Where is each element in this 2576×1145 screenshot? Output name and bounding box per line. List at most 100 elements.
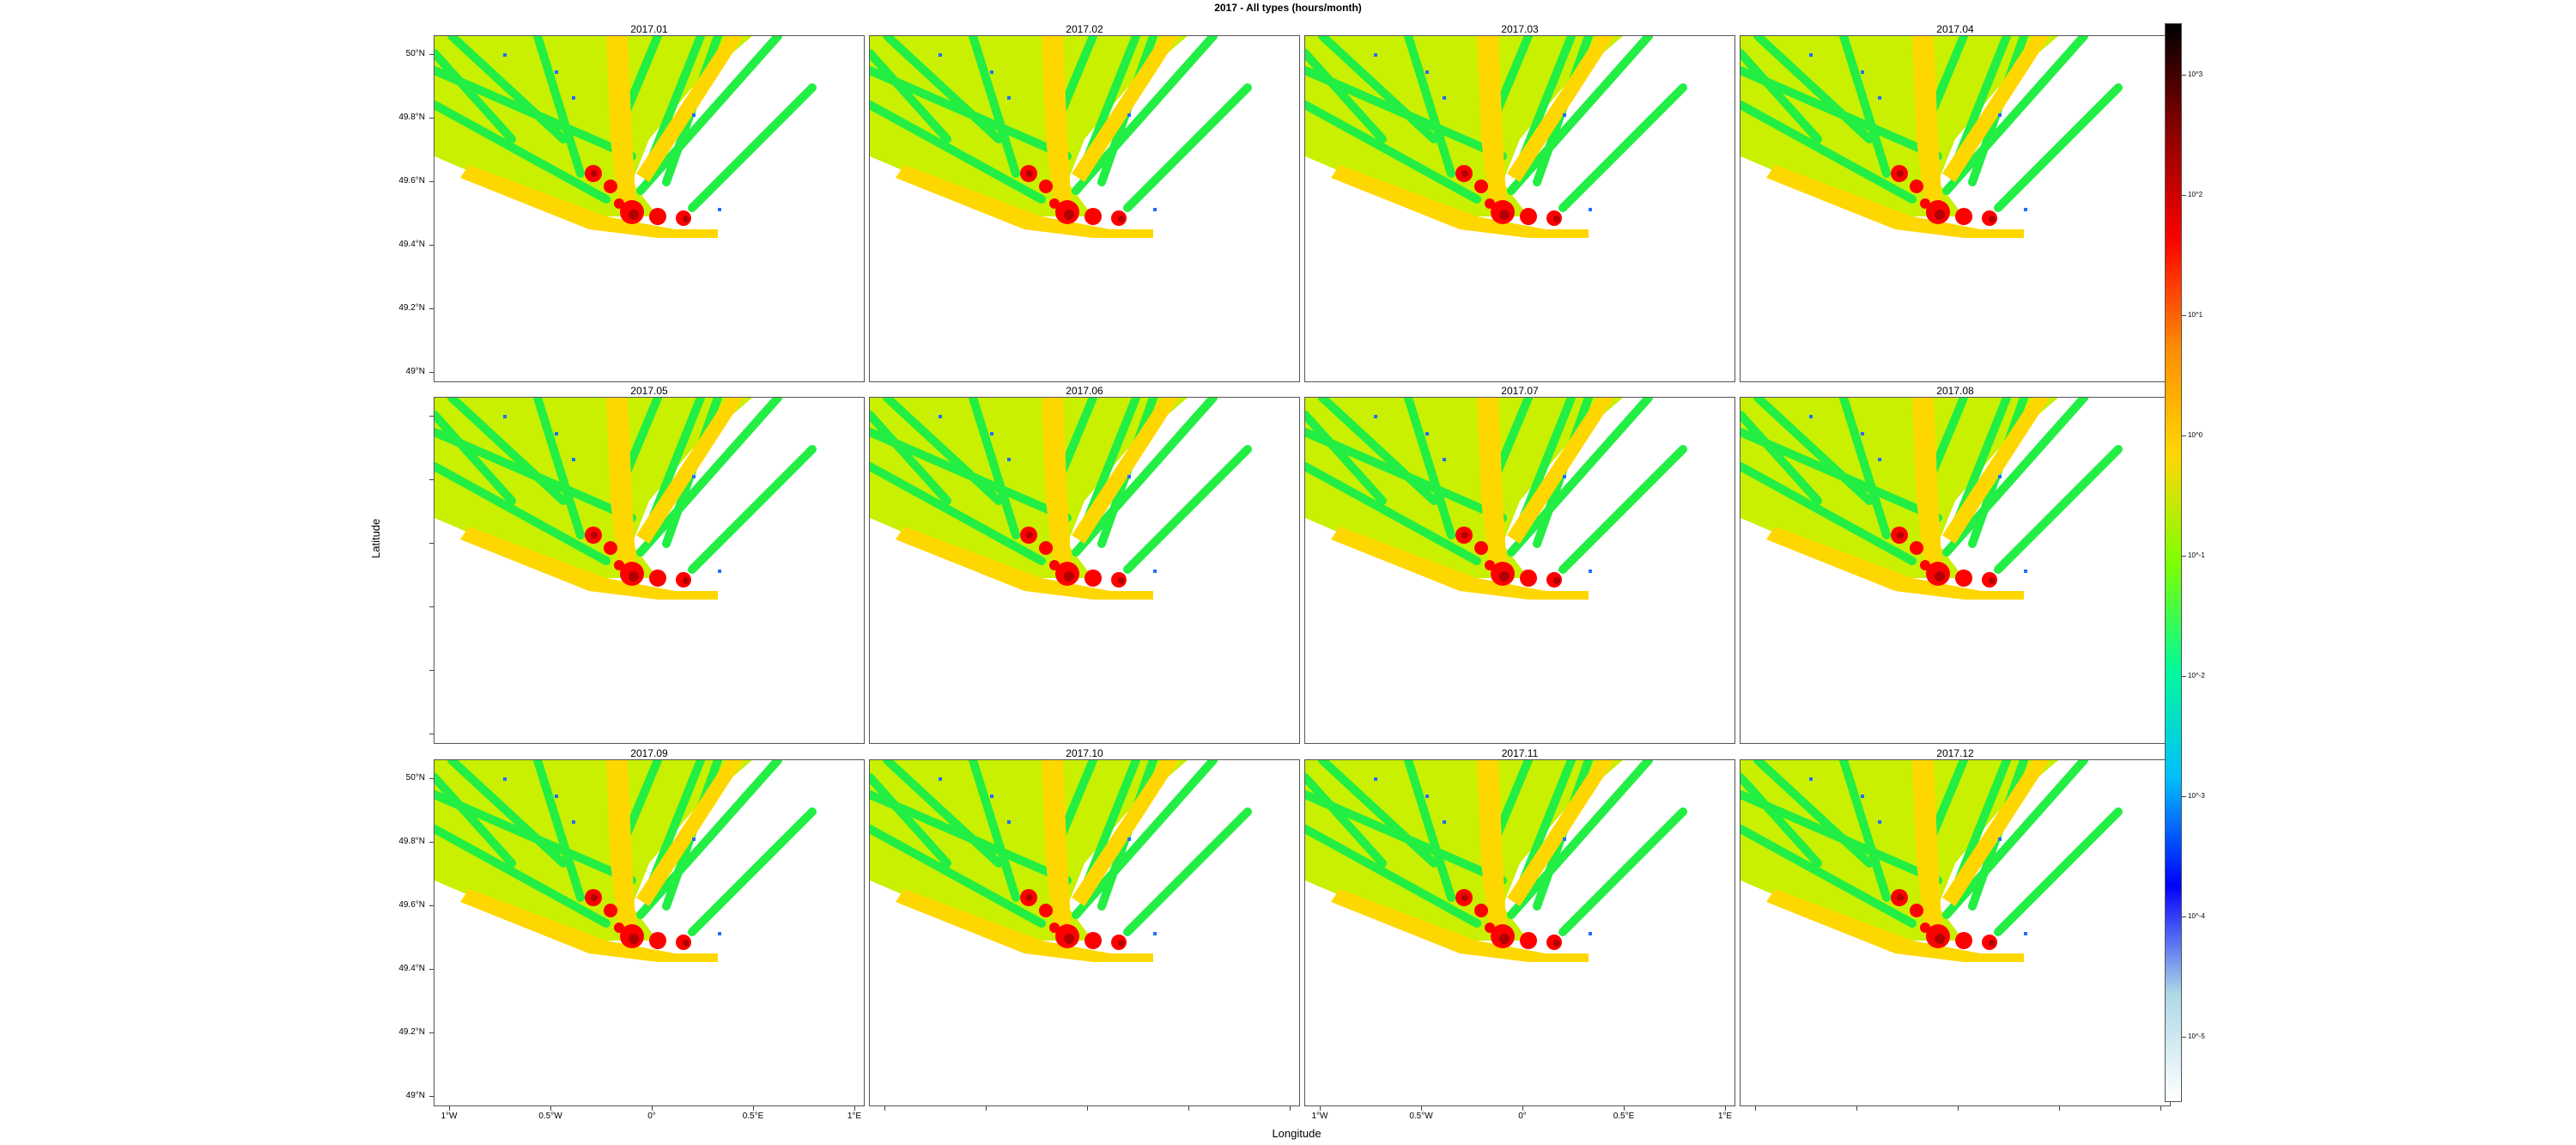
x-tick-label: 0.5°E: [742, 1112, 764, 1121]
port-core: [591, 170, 598, 177]
shipping-lane: [1558, 445, 1687, 574]
coastal-band: [460, 527, 718, 600]
shipping-lane: [969, 398, 1020, 539]
x-tick-label: 1°E: [1717, 1112, 1733, 1121]
y-tick-label: 49°N: [405, 1091, 425, 1100]
traffic-area: [1305, 36, 1623, 216]
port-hotspot: [1049, 923, 1060, 933]
coastal-band: [460, 165, 718, 238]
rare-traffic-cell: [718, 569, 721, 573]
main-channel: [1477, 36, 1507, 212]
port-core: [629, 210, 639, 220]
port-core: [1499, 571, 1510, 582]
rare-traffic-cell: [2024, 569, 2027, 573]
shipping-lane: [636, 36, 782, 195]
rare-traffic-cell: [990, 795, 993, 798]
traffic-area: [1305, 760, 1623, 941]
panel-title: 2017.06: [1066, 385, 1103, 397]
y-tick-label: 49.4°N: [398, 240, 425, 249]
port-core: [1553, 577, 1560, 584]
x-tick: [1755, 1106, 1756, 1111]
y-tick-label: 50°N: [405, 49, 425, 58]
map-panel: [869, 759, 1300, 1106]
y-tick: [429, 479, 434, 480]
port-hotspot: [1910, 541, 1923, 555]
shipping-lane: [1072, 36, 1218, 195]
map-panel: [434, 35, 865, 382]
rare-traffic-cell: [939, 53, 942, 57]
shipping-lane: [883, 36, 1003, 143]
port-hotspot: [1474, 541, 1488, 555]
shipping-lane: [1123, 807, 1252, 936]
panel-title: 2017.11: [1501, 747, 1539, 759]
shipping-lane: [1072, 398, 1218, 557]
shipping-lane: [1305, 49, 1387, 143]
rare-traffic-cell: [1809, 415, 1813, 418]
shipping-lane: [1305, 100, 1481, 204]
traffic-area: [434, 760, 752, 941]
shipping-lane: [1741, 825, 1917, 928]
colorbar: [2165, 23, 2182, 1102]
rare-traffic-cell: [718, 932, 721, 935]
shipping-lane: [434, 411, 516, 505]
channel-branch: [1942, 760, 2050, 906]
y-tick-label: 50°N: [405, 773, 425, 783]
port-core: [1935, 934, 1945, 944]
port-hotspot: [1910, 904, 1923, 917]
rare-traffic-cell: [939, 777, 942, 781]
colorbar-label: 10^1: [2188, 311, 2203, 319]
shipping-lane: [1123, 83, 1252, 212]
rare-traffic-cell: [2024, 932, 2027, 935]
x-tick: [2059, 1106, 2060, 1111]
rare-traffic-cell: [503, 53, 507, 57]
colorbar-label: 10^-4: [2188, 912, 2205, 920]
channel-branch: [1507, 36, 1614, 182]
shipping-lane: [1318, 760, 1438, 868]
x-tick: [854, 1106, 855, 1111]
shipping-lane: [636, 398, 782, 557]
x-tick: [1624, 1106, 1625, 1111]
x-tick-label: 1°E: [847, 1112, 862, 1121]
y-tick: [429, 308, 434, 309]
shipping-lane: [870, 462, 1046, 565]
colorbar-tick: [2182, 195, 2186, 196]
port-core: [1897, 532, 1904, 539]
port-hotspot: [1485, 923, 1495, 933]
shipping-lane: [870, 100, 1046, 204]
port-hotspot: [1485, 560, 1495, 570]
rare-traffic-cell: [1153, 569, 1157, 573]
rare-traffic-cell: [1563, 837, 1566, 841]
traffic-area: [870, 398, 1188, 578]
port-hotspot: [604, 904, 617, 917]
shipping-lane: [434, 462, 611, 565]
panel-title: 2017.04: [1936, 23, 1974, 35]
shipping-lane: [1741, 49, 1822, 143]
rare-traffic-cell: [572, 458, 575, 461]
shipping-lane: [1507, 760, 1653, 919]
figure-title: 2017 - All types (hours/month): [1214, 2, 1362, 14]
rare-traffic-cell: [1425, 70, 1429, 74]
rare-traffic-cell: [1589, 569, 1592, 573]
rare-traffic-cell: [1153, 208, 1157, 211]
port-hotspot: [1520, 569, 1537, 587]
shipping-lane: [1994, 83, 2123, 212]
port-hotspot: [614, 198, 624, 209]
shipping-lane: [1318, 398, 1438, 505]
rare-traffic-cell: [1374, 53, 1377, 57]
rare-traffic-cell: [1563, 475, 1566, 478]
map-panel: [434, 397, 865, 744]
rare-traffic-cell: [503, 777, 507, 781]
colorbar-label: 10^-3: [2188, 792, 2205, 800]
y-tick: [429, 54, 434, 55]
port-core: [1064, 571, 1074, 582]
port-hotspot: [604, 180, 617, 193]
y-tick: [429, 905, 434, 906]
colorbar-label: 10^-5: [2188, 1032, 2205, 1040]
rare-traffic-cell: [555, 432, 558, 435]
rare-traffic-cell: [1861, 795, 1864, 798]
shipping-lane: [1942, 398, 2088, 557]
shipping-lane: [1994, 807, 2123, 936]
map-panel: [434, 759, 865, 1106]
panel-title: 2017.09: [630, 747, 668, 759]
y-axis-label: Latitude: [369, 518, 382, 558]
